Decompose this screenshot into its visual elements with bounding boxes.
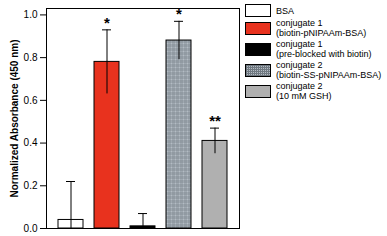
svg-text:0.8: 0.8 bbox=[24, 52, 38, 63]
svg-text:0.0: 0.0 bbox=[24, 223, 38, 234]
html-text:conjugate 2 (10 mM GSH): conjugate 2 (10 mM GSH) bbox=[276, 81, 332, 101]
svg-text:1.0: 1.0 bbox=[24, 9, 38, 20]
html-text:BSA: BSA bbox=[276, 5, 294, 16]
html-text:conjugate 1 (pre-blocked with: conjugate 1 (pre-blocked with biotin) bbox=[276, 39, 372, 59]
svg-text:Normalized Absorbance (450 nm): Normalized Absorbance (450 nm) bbox=[9, 39, 20, 197]
svg-text:0.2: 0.2 bbox=[24, 180, 38, 191]
svg-text:**: ** bbox=[209, 112, 221, 129]
svg-text:0.6: 0.6 bbox=[24, 95, 38, 106]
svg-text:*: * bbox=[176, 5, 182, 22]
html-text:conjugate 1 (biotin-pNIPAAm-BS: conjugate 1 (biotin-pNIPAAm-BSA) bbox=[276, 18, 367, 38]
svg-text:*: * bbox=[104, 14, 110, 31]
html-text:conjugate 2 (biotin-SS-pNIPAAm: conjugate 2 (biotin-SS-pNIPAAm-BSA) bbox=[276, 60, 382, 80]
svg-text:0.4: 0.4 bbox=[24, 137, 38, 148]
